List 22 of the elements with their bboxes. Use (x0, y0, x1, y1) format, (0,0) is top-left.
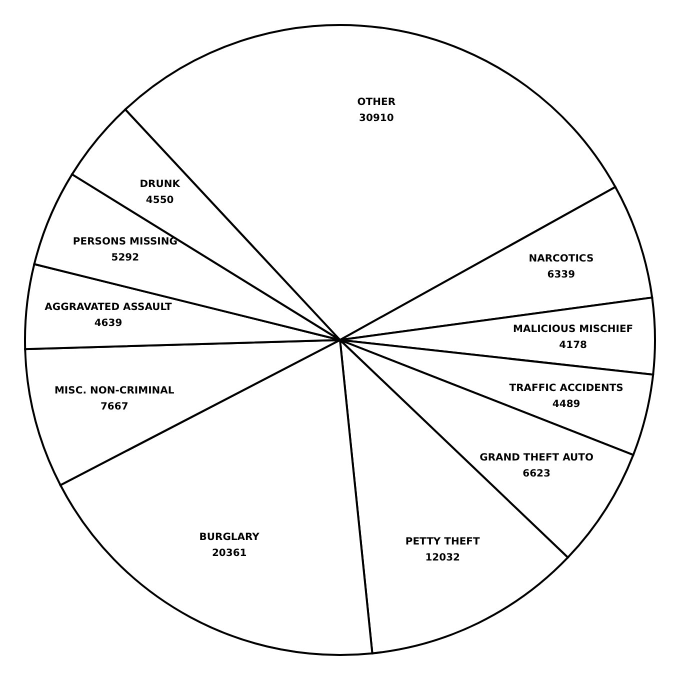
data-label: 4489 (552, 398, 580, 410)
slice-label: MISC. NON-CRIMINAL (54, 386, 175, 397)
slice-label: MALICIOUS MISCHIEF (513, 324, 634, 336)
data-label: 5292 (111, 252, 140, 264)
data-label: 4178 (559, 340, 588, 352)
slice-label: BURGLARY (199, 532, 260, 544)
data-label: 20361 (212, 548, 247, 560)
data-label: 4639 (94, 318, 122, 330)
data-label: 6623 (522, 468, 550, 480)
data-label: 4550 (146, 195, 174, 206)
slice-label: AGGRAVATED ASSAULT (44, 302, 172, 314)
slice-label: PETTY THEFT (405, 536, 480, 548)
data-label: 12032 (425, 552, 460, 564)
slice-label: NARCOTICS (528, 253, 594, 264)
data-label: 7667 (100, 402, 128, 413)
data-label: 30910 (359, 112, 394, 124)
slice-label: GRAND THEFT AUTO (480, 452, 594, 464)
data-label: 6339 (547, 269, 576, 280)
slice-label: OTHER (357, 96, 396, 108)
slice-label: DRUNK (140, 179, 182, 190)
slice-label: TRAFFIC ACCIDENTS (509, 382, 624, 394)
slice-label: PERSONS MISSING (72, 236, 178, 248)
